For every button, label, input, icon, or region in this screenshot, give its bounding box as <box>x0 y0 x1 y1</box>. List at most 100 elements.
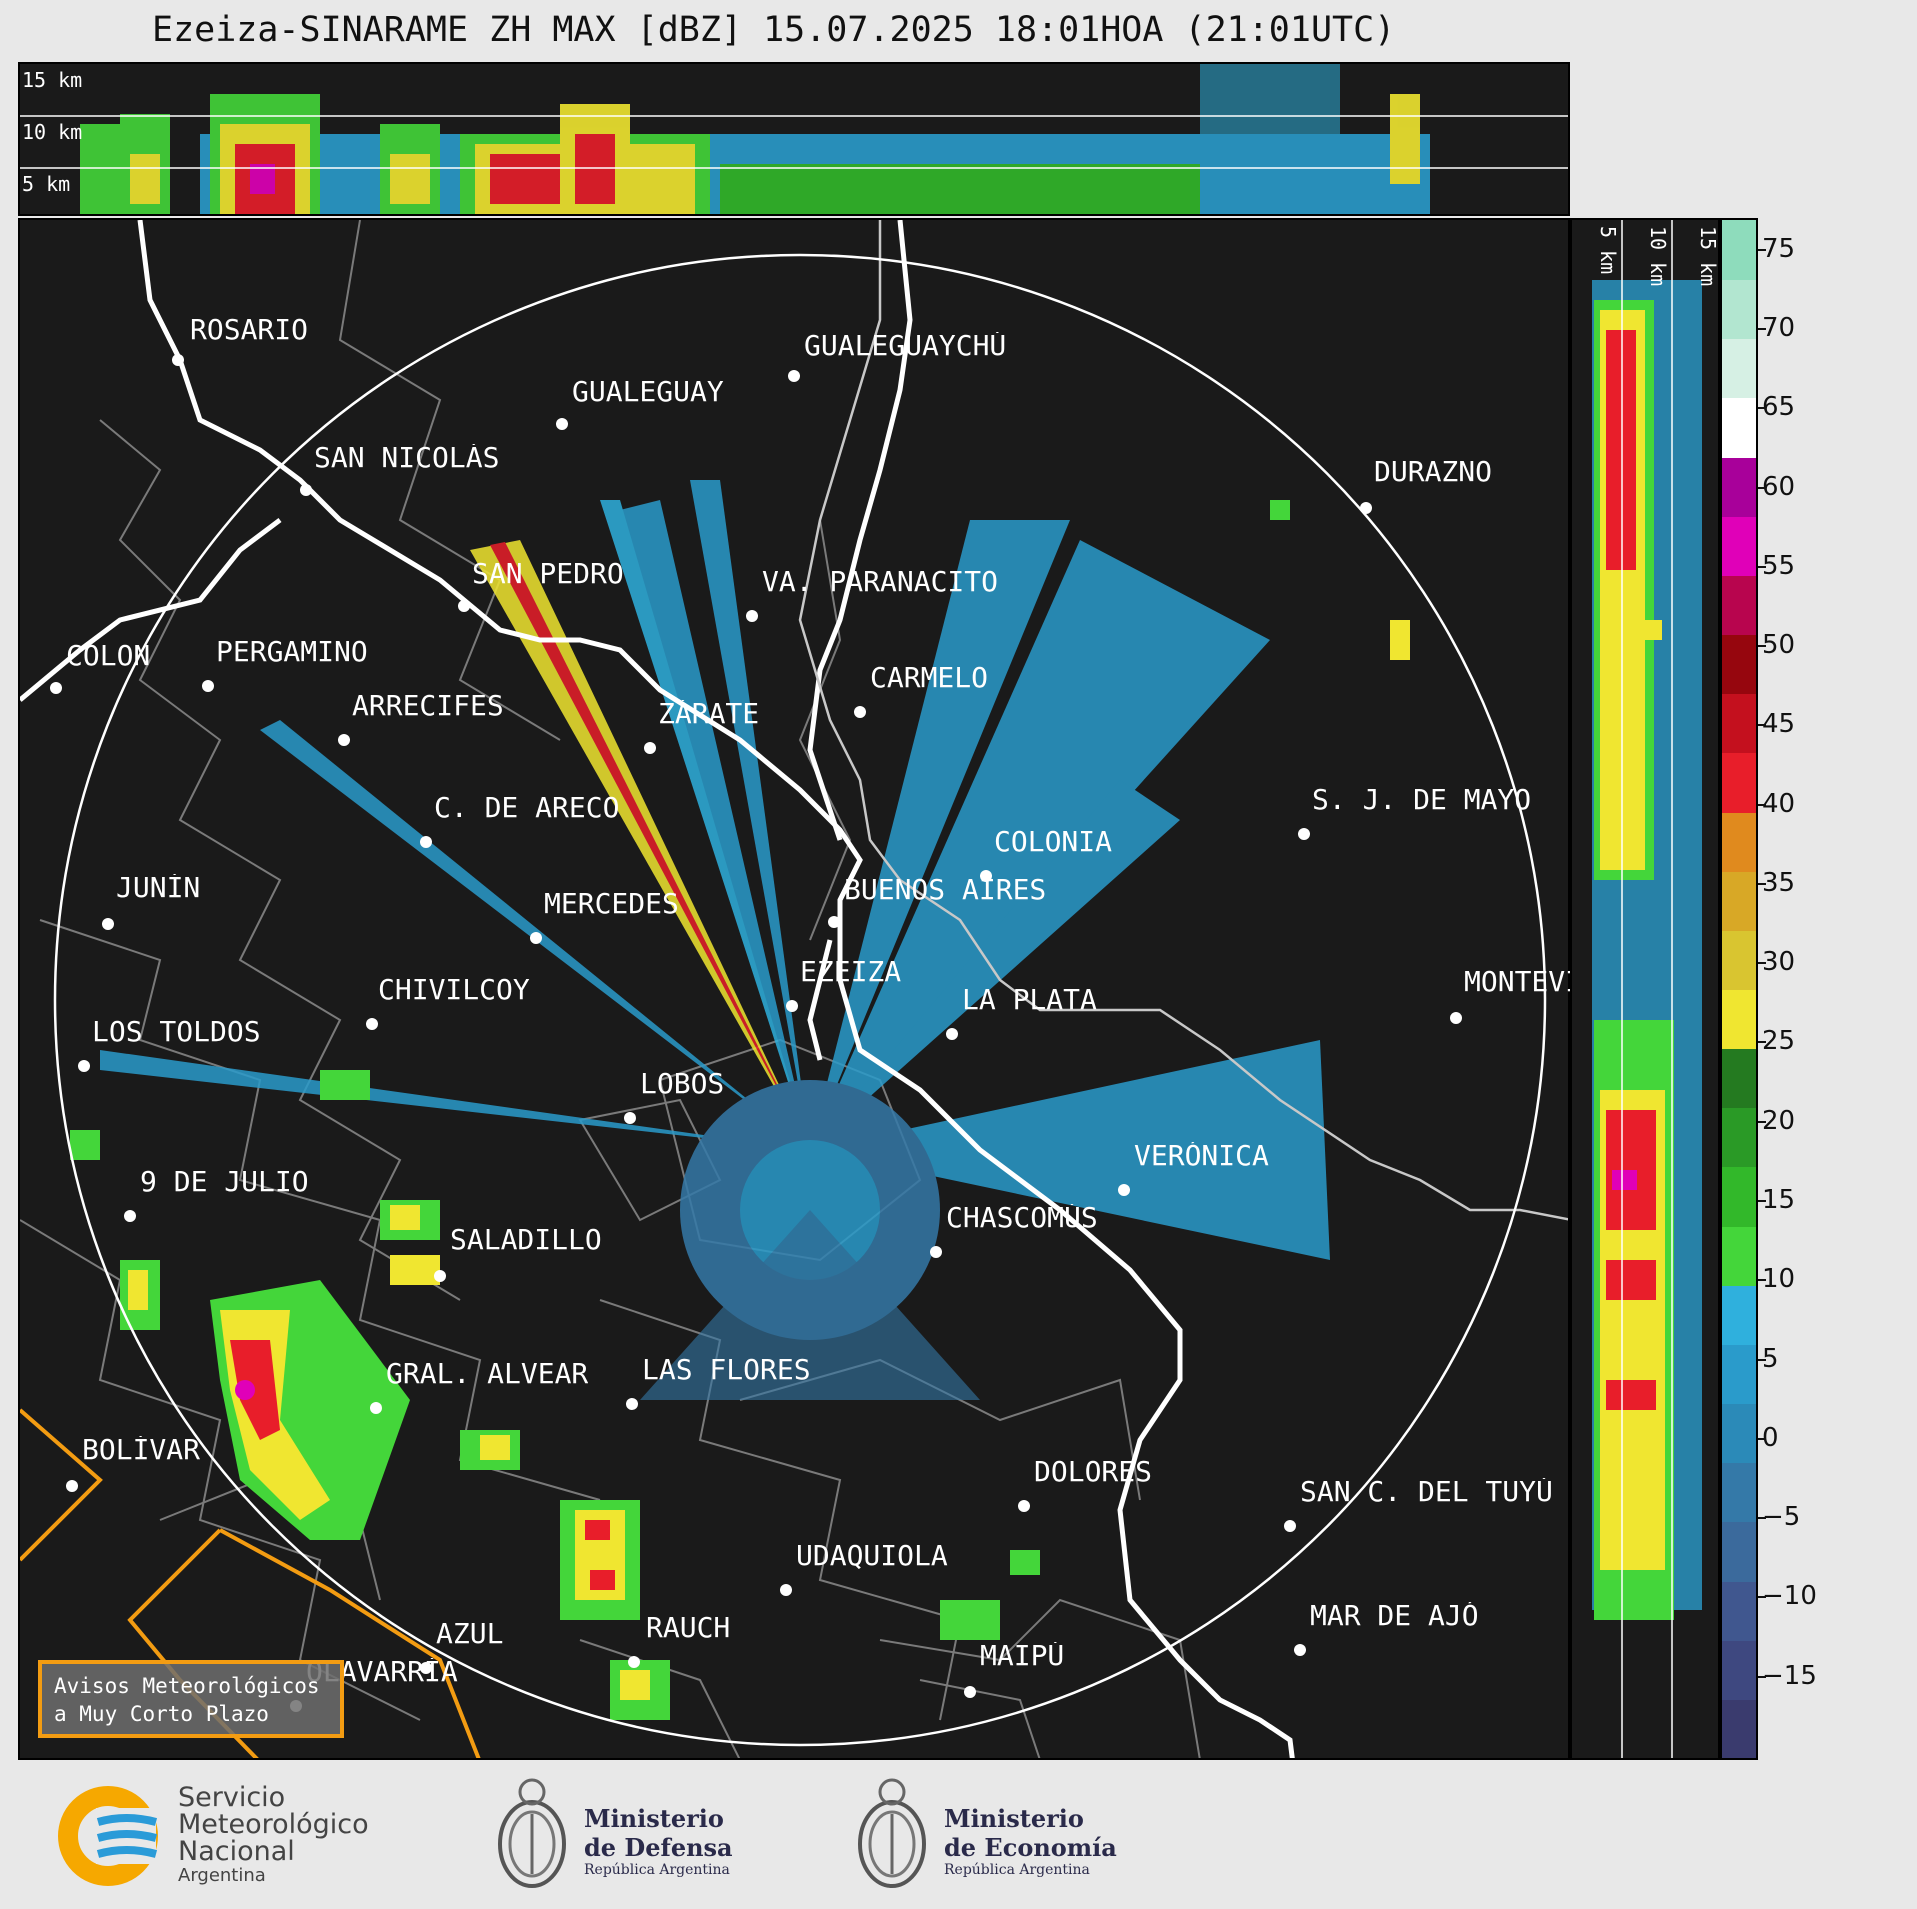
colorbar-tick-label: 0 <box>1758 1422 1779 1453</box>
city-label: MONTEVIDEO <box>1464 968 1570 996</box>
city-marker <box>624 1112 636 1124</box>
city-label: AZUL <box>436 1620 504 1648</box>
smn-line-4: Argentina <box>178 1865 266 1886</box>
city-marker <box>786 1000 798 1012</box>
colorbar-segment <box>1722 1462 1756 1523</box>
city-label: UDAQUIOLA <box>796 1542 948 1570</box>
colorbar-tick-label: 55 <box>1757 550 1796 581</box>
city-label: S. J. DE MAYO <box>1312 786 1532 814</box>
city-label: LAS FLORES <box>642 1356 811 1384</box>
radar-range-ring <box>53 253 1547 1747</box>
side-altitude-10km: 10 km <box>1646 226 1670 287</box>
economia-line-3: República Argentina <box>944 1862 1090 1878</box>
colorbar-tick-label: 50 <box>1757 630 1796 661</box>
colorbar-tick-label: −5 <box>1757 1502 1801 1533</box>
city-marker <box>420 1662 432 1674</box>
colorbar-segment <box>1722 929 1756 990</box>
colorbar-segment <box>1722 1048 1756 1109</box>
city-label: SAN PEDRO <box>472 560 624 588</box>
city-marker <box>980 870 992 882</box>
colorbar-segment <box>1722 220 1756 281</box>
smn-line-1: Servicio <box>178 1782 286 1813</box>
city-label: 9 DE JULIO <box>140 1168 309 1196</box>
city-marker <box>946 1028 958 1040</box>
chart-title: Ezeiza-SINARAME ZH MAX [dBZ] 15.07.2025 … <box>152 10 1396 50</box>
colorbar-segment <box>1722 693 1756 754</box>
city-marker <box>854 706 866 718</box>
colorbar-segment <box>1722 1284 1756 1345</box>
colorbar-segment <box>1722 1580 1756 1641</box>
colorbar-segment <box>1722 1343 1756 1405</box>
city-label: JUNÍN <box>116 874 201 902</box>
colorbar-segment <box>1722 1639 1756 1700</box>
colorbar-segment <box>1722 1107 1756 1168</box>
city-label: MERCEDES <box>544 890 679 918</box>
colorbar-segment <box>1722 1698 1756 1758</box>
city-marker <box>780 1584 792 1596</box>
city-marker <box>124 1210 136 1222</box>
colorbar-tick-label: 40 <box>1757 788 1796 819</box>
colorbar <box>1720 218 1758 1760</box>
defensa-shield-icon <box>498 1778 566 1888</box>
coastline <box>20 220 1295 1758</box>
city-marker <box>172 354 184 366</box>
defensa-line-2: de Defensa <box>584 1833 733 1862</box>
side-cross-section-panel: 5 km 10 km 15 km <box>1570 218 1720 1760</box>
smn-line-2: Meteorológico <box>178 1809 369 1840</box>
smn-logo-icon <box>58 1786 158 1886</box>
city-marker <box>66 1480 78 1492</box>
side-altitude-5km: 5 km <box>1596 226 1620 275</box>
city-label: LA PLATA <box>962 986 1097 1014</box>
city-marker <box>370 1402 382 1414</box>
city-label: PERGAMINO <box>216 638 368 666</box>
city-marker <box>964 1686 976 1698</box>
colorbar-segment <box>1722 989 1756 1050</box>
city-marker <box>930 1246 942 1258</box>
city-marker <box>1284 1520 1296 1532</box>
city-marker <box>1298 828 1310 840</box>
colorbar-tick-label: 75 <box>1757 233 1796 264</box>
colorbar-segment <box>1722 338 1756 399</box>
top-altitude-15km: 15 km <box>22 68 83 92</box>
city-marker <box>78 1060 90 1072</box>
colorbar-segment <box>1722 1521 1756 1582</box>
city-label: COLON <box>66 642 151 670</box>
warning-line-1: Avisos Meteorológicos <box>54 1674 320 1698</box>
top-cross-section-panel: 15 km 10 km 5 km <box>18 62 1570 216</box>
colorbar-tick-label: 65 <box>1757 392 1796 423</box>
city-marker <box>50 682 62 694</box>
city-label: ROSARIO <box>190 316 309 344</box>
colorbar-segment <box>1722 811 1756 872</box>
colorbar-tick-label: 70 <box>1757 312 1796 343</box>
city-label: ARRECIFES <box>352 692 504 720</box>
city-marker <box>458 600 470 612</box>
city-label: VERÓNICA <box>1134 1142 1269 1170</box>
colorbar-tick-label: 25 <box>1757 1026 1796 1057</box>
city-marker <box>366 1018 378 1030</box>
colorbar-segment <box>1722 634 1756 695</box>
top-altitude-10km: 10 km <box>22 120 83 144</box>
city-label: LOS TOLDOS <box>92 1018 261 1046</box>
city-label: COLONIA <box>994 828 1113 856</box>
side-altitude-15km: 15 km <box>1696 226 1720 287</box>
city-marker <box>644 742 656 754</box>
city-marker <box>628 1656 640 1668</box>
city-label: SAN C. DEL TUYÚ <box>1300 1478 1553 1506</box>
city-label: BOLÍVAR <box>82 1436 201 1464</box>
city-label: MAR DE AJÓ <box>1310 1602 1479 1630</box>
city-label: RAUCH <box>646 1614 731 1642</box>
radar-map-panel[interactable] <box>18 218 1570 1760</box>
city-marker <box>420 836 432 848</box>
city-marker <box>1118 1184 1130 1196</box>
city-marker <box>788 370 800 382</box>
colorbar-tick-label: 15 <box>1757 1185 1796 1216</box>
city-marker <box>556 418 568 430</box>
city-label: ZÁRATE <box>658 700 760 728</box>
top-echo-svg <box>20 64 1568 214</box>
colorbar-tick-label: 5 <box>1758 1343 1779 1374</box>
colorbar-tick-label: 35 <box>1757 867 1796 898</box>
city-label: SALADILLO <box>450 1226 602 1254</box>
colorbar-tick-label: 45 <box>1757 709 1796 740</box>
city-label: SAN NICOLÁS <box>314 444 500 472</box>
city-label: GRAL. ALVEAR <box>386 1360 589 1388</box>
